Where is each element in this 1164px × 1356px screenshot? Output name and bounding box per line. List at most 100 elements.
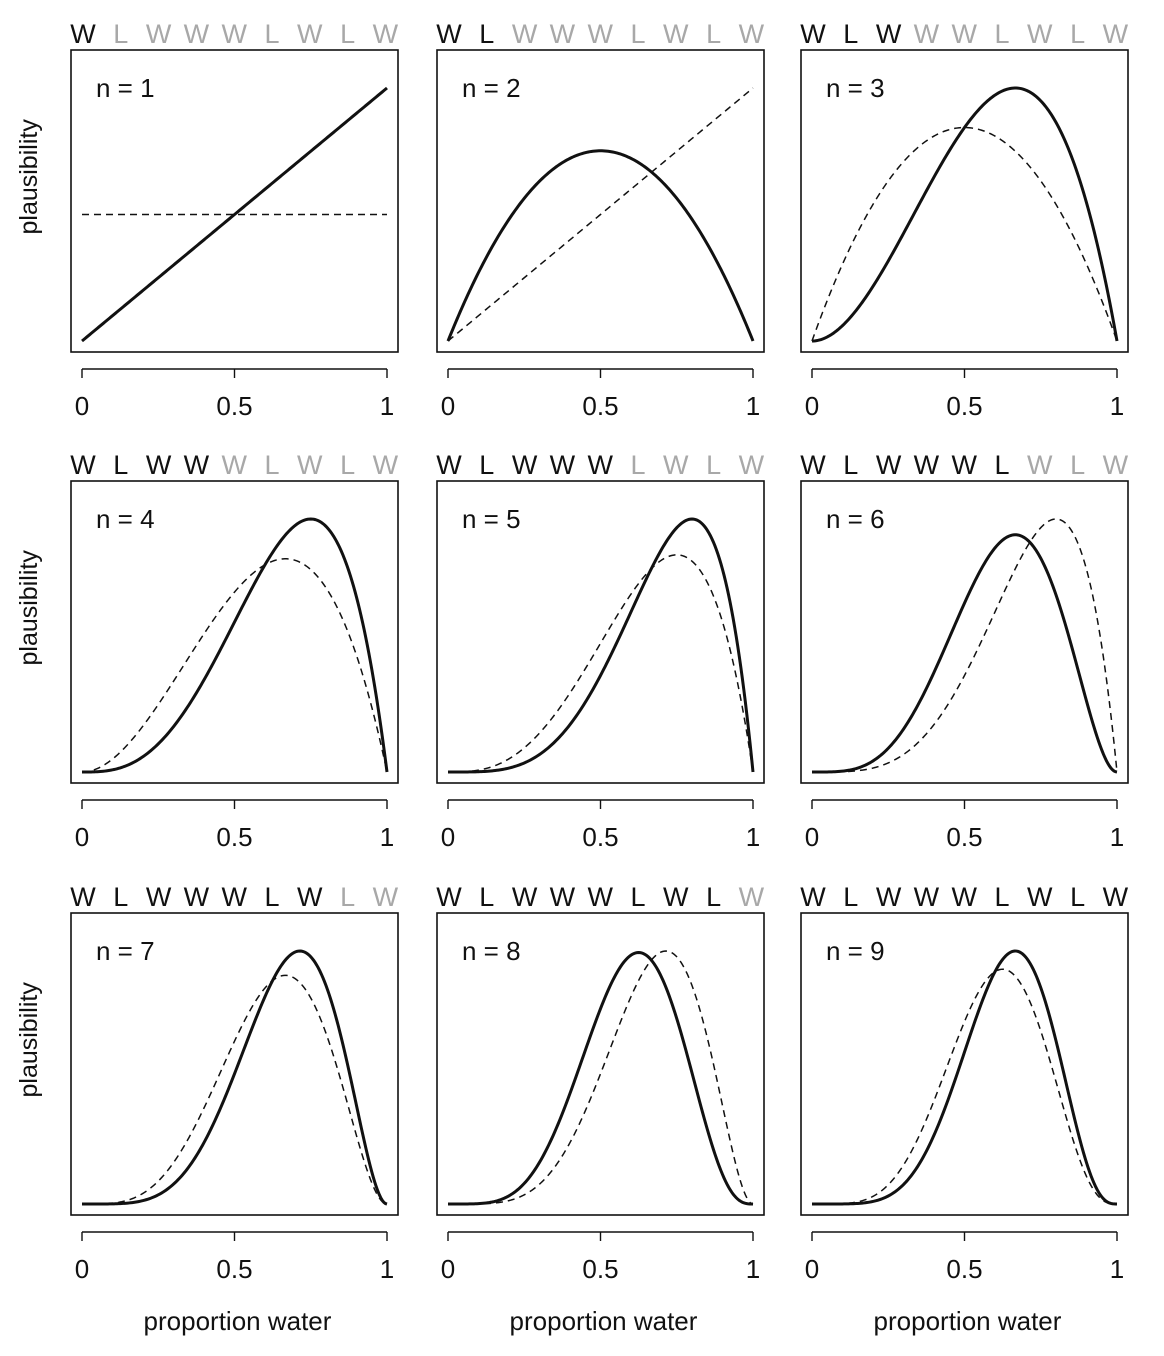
sequence-letter: L [479, 882, 494, 912]
current-posterior-line [82, 517, 389, 774]
panel-label: n = 1 [96, 73, 155, 103]
x-tick-label: 1 [1110, 391, 1124, 421]
sequence-letter: W [587, 882, 613, 912]
sequence-letter: W [1103, 19, 1129, 49]
sequence-letter: L [340, 450, 355, 480]
panel-label: n = 6 [826, 504, 885, 534]
sequence-letter: W [587, 19, 613, 49]
sequence-letter: W [436, 19, 462, 49]
sequence-letter: W [550, 19, 576, 49]
sequence-letter: W [146, 450, 172, 480]
sequence-letter: W [512, 882, 538, 912]
sequence-letter: L [706, 19, 721, 49]
x-tick-label: 0 [441, 391, 455, 421]
x-tick-label: 1 [746, 822, 760, 852]
x-tick-label: 0.5 [946, 1254, 982, 1284]
sequence-letter: L [843, 882, 858, 912]
sequence-letter: W [373, 882, 399, 912]
panel-n3: W L W W W L W L Wn = 30 0.5 1 [800, 19, 1129, 421]
x-axis-label: proportion water [144, 1306, 332, 1336]
current-posterior-line [446, 149, 755, 342]
x-axis-label: proportion water [510, 1306, 698, 1336]
x-tick-label: 0.5 [216, 391, 252, 421]
x-tick-label: 1 [380, 822, 394, 852]
sequence-letter: W [373, 19, 399, 49]
sequence-letter: W [587, 450, 613, 480]
sequence-letter: W [1103, 882, 1129, 912]
sequence-letter: W [70, 450, 96, 480]
sequence-letter: W [436, 450, 462, 480]
sequence-letter: L [994, 450, 1009, 480]
panel-label: n = 3 [826, 73, 885, 103]
sequence-letter: L [479, 450, 494, 480]
plot-frame [70, 49, 399, 353]
panel-n6: W L W W W L W L Wn = 60 0.5 1 [800, 450, 1129, 852]
x-tick-label: 0 [75, 391, 89, 421]
previous-posterior-line [82, 974, 388, 1205]
plot-frame [800, 912, 1129, 1216]
sequence-letter: W [550, 882, 576, 912]
sequence-letter: W [951, 882, 977, 912]
x-tick-label: 1 [1110, 822, 1124, 852]
sequence-letter: W [800, 450, 826, 480]
sequence-letter: W [1027, 450, 1053, 480]
sequence-letter: W [663, 450, 689, 480]
sequence-letter: W [663, 19, 689, 49]
sequence-letter: L [1070, 882, 1085, 912]
current-posterior-line [448, 951, 754, 1206]
sequence-letter: L [264, 882, 279, 912]
x-tick-label: 0 [805, 391, 819, 421]
sequence-letter: W [436, 882, 462, 912]
sequence-letter: L [706, 882, 721, 912]
plot-frame [436, 480, 765, 784]
sequence-letter: W [876, 19, 902, 49]
previous-posterior-line [81, 558, 388, 773]
sequence-letter: W [297, 450, 323, 480]
sequence-letter: W [1103, 450, 1129, 480]
sequence-letter: L [340, 882, 355, 912]
panel-n7: W L W W W L W L Wn = 70 0.5 1plausibilityproportio… [15, 882, 399, 1336]
sequence-letter: L [113, 19, 128, 49]
current-posterior-line [811, 86, 1119, 343]
previous-posterior-line [448, 554, 754, 773]
sequence-letter: L [630, 450, 645, 480]
sequence-letter: W [146, 882, 172, 912]
panel-label: n = 4 [96, 504, 155, 534]
x-tick-label: 0.5 [216, 822, 252, 852]
x-tick-label: 1 [746, 1254, 760, 1284]
sequence-letter: W [739, 450, 765, 480]
previous-posterior-line [448, 950, 754, 1205]
plot-frame [436, 912, 765, 1216]
sequence-letter: W [1027, 882, 1053, 912]
sequence-letter: W [184, 882, 210, 912]
sequence-letter: L [994, 882, 1009, 912]
sequence-letter: W [914, 450, 940, 480]
sequence-letter: W [373, 450, 399, 480]
sequence-letter: W [876, 882, 902, 912]
sequence-letter: W [221, 19, 247, 49]
x-tick-label: 0.5 [946, 391, 982, 421]
current-posterior-line [82, 949, 388, 1206]
sequence-letter: W [297, 882, 323, 912]
x-tick-label: 0 [441, 822, 455, 852]
x-tick-label: 0 [805, 822, 819, 852]
sequence-letter: W [221, 882, 247, 912]
sequence-letter: L [113, 450, 128, 480]
current-posterior-line [812, 949, 1118, 1206]
panel-label: n = 7 [96, 936, 155, 966]
panel-label: n = 2 [462, 73, 521, 103]
sequence-letter: W [914, 882, 940, 912]
sequence-letter: L [1070, 450, 1085, 480]
x-tick-label: 0 [805, 1254, 819, 1284]
sequence-letter: W [739, 882, 765, 912]
x-tick-label: 0.5 [582, 391, 618, 421]
sequence-letter: L [264, 19, 279, 49]
panel-label: n = 8 [462, 936, 521, 966]
sequence-letter: W [951, 450, 977, 480]
x-tick-label: 1 [1110, 1254, 1124, 1284]
current-posterior-line [448, 517, 755, 774]
